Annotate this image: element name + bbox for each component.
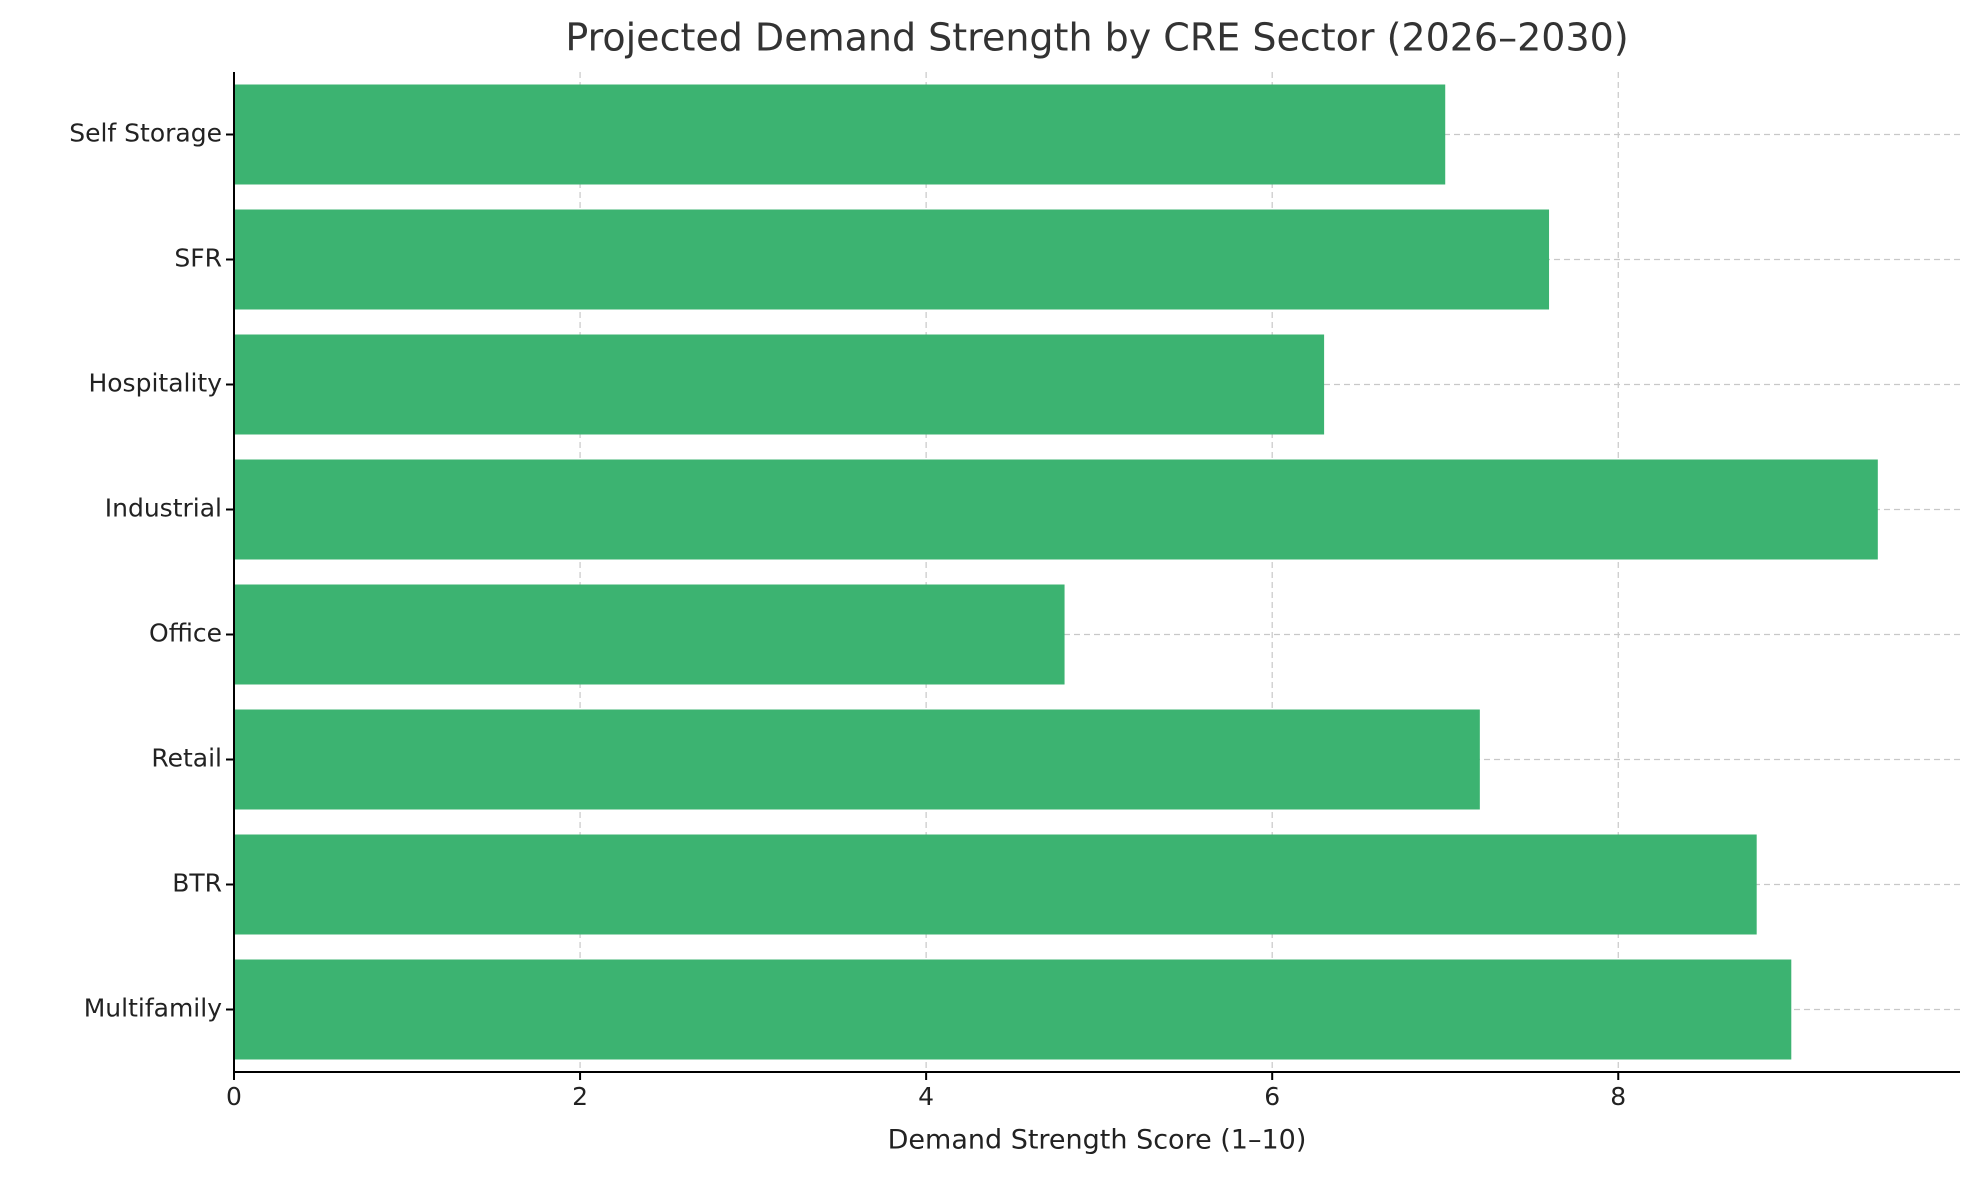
bar — [234, 959, 1792, 1060]
y-tick-label: Multifamily — [84, 994, 222, 1023]
x-tick-label: 4 — [918, 1082, 934, 1111]
bar — [234, 84, 1446, 185]
y-tick-label: Self Storage — [69, 119, 222, 148]
x-tick-label: 8 — [1610, 1082, 1626, 1111]
x-axis-label: Demand Strength Score (1–10) — [888, 1125, 1307, 1156]
x-tick-label: 2 — [572, 1082, 588, 1111]
bar — [234, 334, 1325, 435]
bar — [234, 709, 1480, 810]
bar — [234, 209, 1550, 310]
bar — [234, 459, 1878, 560]
bar — [234, 834, 1757, 935]
y-tick-label: Office — [149, 619, 222, 648]
chart-title: Projected Demand Strength by CRE Sector … — [565, 16, 1628, 60]
x-tick-label: 0 — [226, 1082, 242, 1111]
y-tick-label: SFR — [174, 244, 222, 273]
y-tick-label: Hospitality — [88, 369, 222, 398]
y-tick-label: Retail — [151, 744, 222, 773]
x-tick-label: 6 — [1264, 1082, 1280, 1111]
y-tick-label: Industrial — [105, 494, 222, 523]
bar — [234, 584, 1065, 685]
y-tick-label: BTR — [172, 869, 222, 898]
